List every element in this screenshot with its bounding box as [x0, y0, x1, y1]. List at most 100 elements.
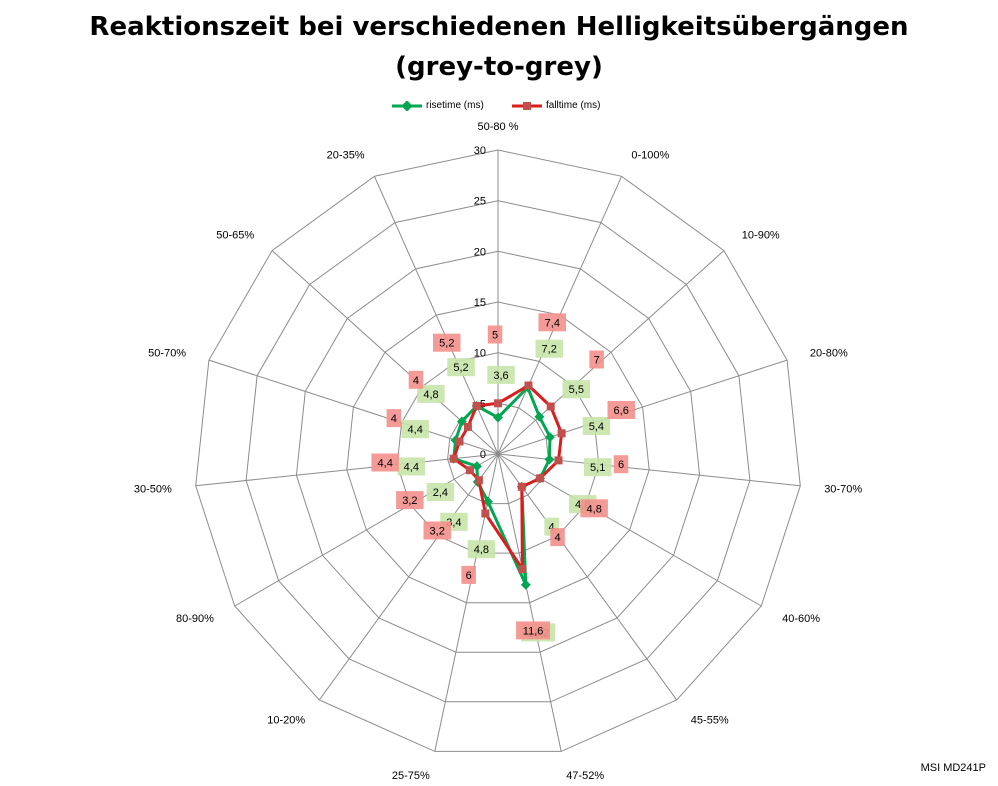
data-label-falltime: 6: [466, 570, 472, 582]
grid-ring-5: [447, 402, 549, 505]
data-label-box-risetime: [447, 358, 475, 377]
data-label-falltime: 6: [618, 459, 624, 471]
data-point-falltime: [474, 476, 483, 485]
data-label-falltime: 4,8: [587, 503, 602, 515]
category-label: 50-70%: [148, 348, 186, 360]
data-label-box-risetime: [487, 365, 515, 384]
data-point-falltime: [554, 456, 563, 465]
data-label-box-falltime: [461, 565, 476, 584]
data-label-box-falltime: [550, 528, 565, 547]
data-label-falltime: 6,6: [614, 405, 629, 417]
data-label-box-risetime: [584, 458, 612, 477]
category-label: 40-60%: [782, 613, 820, 625]
data-point-risetime: [545, 432, 555, 443]
grid-ring-25: [245, 200, 751, 703]
data-point-falltime: [517, 482, 526, 491]
grid-spoke-10: [234, 453, 499, 607]
data-label-box-falltime: [396, 491, 424, 510]
category-label: 47-52%: [566, 770, 604, 782]
data-label-risetime: 5,4: [589, 421, 604, 433]
legend-label-risetime: risetime (ms): [426, 100, 484, 111]
data-label-box-falltime: [386, 409, 402, 428]
category-label: 20-80%: [810, 348, 848, 360]
data-label-box-falltime: [607, 401, 635, 419]
data-label-box-falltime: [433, 333, 461, 352]
data-label-box-risetime: [426, 483, 455, 501]
data-point-falltime: [557, 429, 566, 438]
legend-item-risetime: risetime (ms): [392, 100, 484, 111]
grid-spoke-6: [497, 453, 678, 701]
legend-item-falltime: falltime (ms): [512, 100, 600, 111]
data-point-falltime: [463, 422, 472, 431]
grid-ring-15: [346, 301, 650, 604]
data-label-box-falltime: [371, 453, 399, 472]
radial-tick-label: 0: [480, 449, 486, 461]
data-label-risetime: 4,4: [404, 461, 419, 473]
data-label-risetime: 4,4: [408, 424, 423, 436]
category-label: 30-70%: [824, 483, 862, 495]
data-label-risetime: 4,8: [474, 544, 489, 556]
data-point-risetime: [534, 411, 545, 422]
grid-ring-10: [396, 352, 600, 554]
data-point-falltime: [518, 565, 527, 573]
data-point-falltime: [481, 509, 490, 518]
chart-title-line-2: (grey-to-grey): [395, 52, 603, 82]
grid-ring-20: [295, 250, 701, 653]
data-label-box-risetime: [397, 457, 426, 476]
data-label-falltime: 4: [413, 375, 419, 387]
data-label-falltime: 5: [492, 330, 498, 342]
category-label: 10-90%: [742, 230, 780, 242]
data-label-falltime: 3,2: [430, 526, 445, 538]
grid-spoke-9: [318, 453, 499, 701]
radial-tick-label: 20: [474, 246, 486, 258]
data-label-falltime: 4,4: [378, 458, 393, 470]
grid-spoke-3: [497, 359, 788, 455]
data-label-falltime: 7: [594, 355, 600, 367]
data-point-risetime: [493, 412, 503, 423]
data-label-box-falltime: [487, 325, 503, 344]
data-label-box-risetime: [562, 380, 591, 399]
category-label: 10-20%: [267, 714, 305, 726]
chart-title-line-1: Reaktionszeit bei verschiedenen Helligke…: [89, 12, 909, 42]
data-label-falltime: 4: [391, 413, 397, 425]
data-label-risetime: 4: [549, 522, 555, 534]
category-label: 45-55%: [691, 714, 729, 726]
category-label: 80-90%: [176, 613, 214, 625]
data-point-risetime: [482, 496, 493, 507]
data-label-falltime: 4: [554, 532, 560, 544]
category-label: 0-100%: [631, 149, 669, 161]
data-label-box-falltime: [408, 370, 424, 389]
radial-tick-label: 30: [474, 145, 486, 157]
data-label-box-falltime: [580, 499, 608, 518]
data-point-falltime: [494, 399, 502, 408]
data-point-falltime: [546, 402, 555, 411]
data-point-risetime: [471, 461, 482, 472]
radial-tick-label: 10: [474, 348, 486, 360]
category-label: 20-35%: [327, 149, 365, 161]
grid-spoke-7: [497, 453, 562, 752]
category-label: 30-50%: [134, 483, 172, 495]
data-point-falltime: [536, 474, 545, 483]
data-label-box-risetime: [582, 417, 611, 435]
data-point-falltime: [449, 454, 458, 463]
grid-spoke-11: [195, 453, 499, 487]
data-label-risetime: 7,2: [542, 344, 557, 356]
data-label-risetime: 5,5: [569, 384, 584, 396]
data-label-box-falltime: [613, 455, 629, 474]
radial-tick-label: 15: [474, 297, 486, 309]
data-point-falltime: [524, 381, 533, 390]
data-label-box-risetime: [417, 384, 445, 403]
data-label-risetime: 5,1: [590, 462, 605, 474]
data-point-falltime: [465, 466, 474, 475]
grid-spoke-12: [208, 359, 499, 455]
grid-ring-30: [195, 149, 801, 752]
data-label-risetime: 3,6: [493, 370, 508, 382]
data-label-box-falltime: [589, 350, 604, 369]
data-label-box-risetime: [401, 420, 429, 439]
data-point-risetime: [544, 454, 555, 465]
data-label-risetime: 4,8: [423, 389, 438, 401]
data-point-risetime: [520, 579, 531, 590]
data-label-falltime: 7,4: [545, 317, 560, 329]
data-point-falltime: [472, 401, 481, 410]
